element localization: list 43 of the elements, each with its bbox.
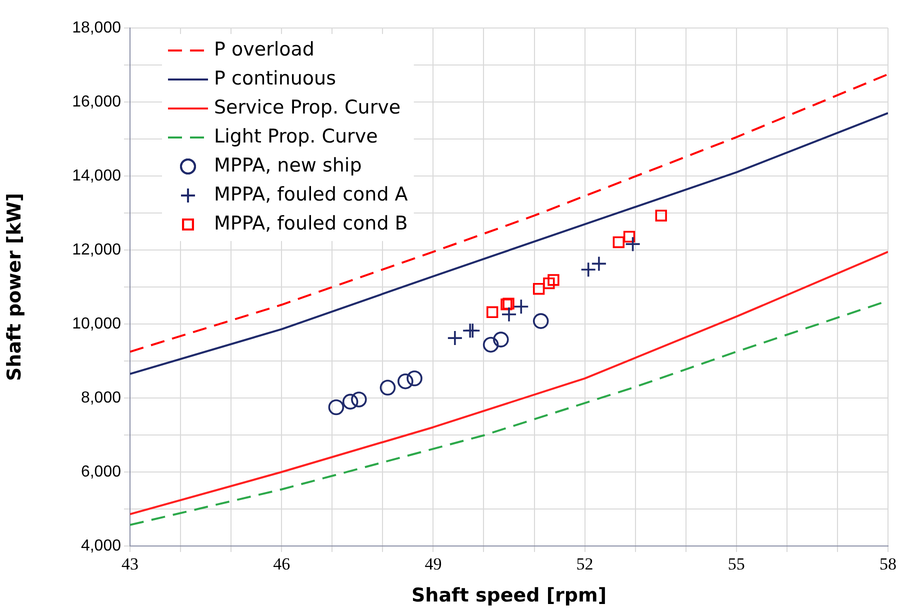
point bbox=[623, 230, 636, 243]
x-tick-label: 55 bbox=[728, 554, 745, 574]
legend-label: Light Prop. Curve bbox=[214, 125, 378, 148]
point bbox=[493, 332, 509, 348]
point bbox=[612, 236, 625, 248]
y-axis-title: Shaft power [kW] bbox=[3, 192, 26, 382]
legend-label: Service Prop. Curve bbox=[214, 96, 401, 118]
point bbox=[591, 256, 607, 272]
y-tick-label: 12,000 bbox=[72, 241, 122, 258]
y-tick-label: 10,000 bbox=[72, 315, 122, 332]
y-tick-label: 18,000 bbox=[72, 19, 122, 36]
point bbox=[482, 336, 499, 353]
point bbox=[532, 283, 545, 295]
point bbox=[532, 313, 549, 329]
x-axis-title: Shaft speed [rpm] bbox=[411, 584, 607, 607]
legend-label: MPPA, fouled cond B bbox=[214, 212, 408, 234]
point bbox=[655, 210, 667, 222]
x-tick-label: 43 bbox=[122, 554, 138, 574]
point bbox=[351, 392, 367, 408]
y-tick-label: 8,000 bbox=[80, 389, 122, 406]
x-tick-label: 58 bbox=[880, 554, 896, 574]
y-tick-label: 6,000 bbox=[80, 463, 122, 480]
x-tick-label: 49 bbox=[424, 554, 442, 574]
point bbox=[380, 380, 396, 396]
point bbox=[328, 399, 344, 416]
point bbox=[543, 277, 555, 290]
legend-label: P overload bbox=[214, 38, 314, 60]
legend-label: MPPA, new ship bbox=[214, 154, 362, 176]
point bbox=[406, 370, 422, 386]
y-tick-label: 16,000 bbox=[72, 93, 122, 110]
point bbox=[398, 373, 414, 390]
legend-label: P continuous bbox=[214, 67, 336, 90]
legend-label: MPPA, fouled cond A bbox=[214, 183, 408, 206]
y-tick-label: 4,000 bbox=[80, 537, 122, 554]
point bbox=[580, 262, 596, 278]
point bbox=[342, 394, 358, 410]
point bbox=[513, 298, 530, 315]
point bbox=[486, 306, 498, 318]
point bbox=[548, 274, 560, 286]
x-tick-label: 46 bbox=[273, 554, 290, 574]
point bbox=[624, 236, 641, 252]
y-tick-label: 14,000 bbox=[72, 167, 122, 184]
x-tick-label: 52 bbox=[576, 554, 594, 574]
